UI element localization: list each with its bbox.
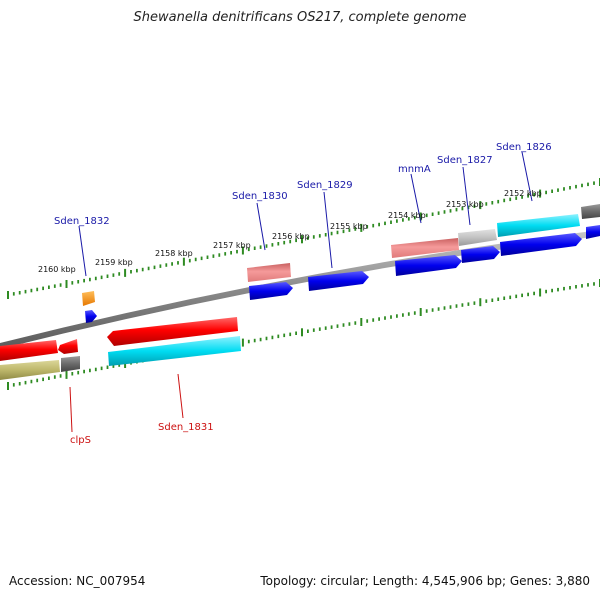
tick-label-2157: 2157 kbp [213, 241, 251, 250]
gene-label-sden-1830[interactable]: Sden_1830 [232, 191, 288, 202]
gene-sden-1830-arrow[interactable] [247, 263, 291, 282]
gene-sden-1829-arrow[interactable] [308, 271, 369, 291]
tick-label-2154: 2154 kbp [388, 211, 426, 220]
forward-label-leaders [78, 151, 533, 277]
tick-label-2159: 2159 kbp [95, 258, 133, 267]
gene-label-sden-1832[interactable]: Sden_1832 [54, 216, 110, 227]
gene-label-clps[interactable]: clpS [70, 435, 91, 446]
inner-tick-row [7, 279, 600, 390]
kbp-labels: 2160 kbp 2159 kbp 2158 kbp 2157 kbp 2156… [38, 189, 542, 274]
gene-sden-1831-red-arrow[interactable] [107, 317, 238, 346]
gene-gray-arrow-mnma[interactable] [458, 229, 497, 246]
tick-label-2152: 2152 kbp [504, 189, 542, 198]
tick-label-2155: 2155 kbp [330, 222, 368, 231]
gene-red-arrow-clps[interactable] [58, 339, 78, 354]
accession-text: Accession: NC_007954 [9, 574, 146, 588]
gene-label-sden-1829[interactable]: Sden_1829 [297, 180, 353, 191]
gene-mnma-arrow[interactable] [391, 238, 459, 258]
tick-label-2160: 2160 kbp [38, 265, 76, 274]
gene-sden-1832-arrow[interactable] [82, 291, 95, 306]
forward-gene-labels: Sden_1832 Sden_1830 Sden_1829 mnmA Sden_… [54, 142, 552, 227]
gene-gray-arrow-edge[interactable] [581, 204, 600, 219]
outer-tick-row [7, 178, 600, 299]
gene-clps-gray-arrow[interactable] [61, 356, 80, 372]
gene-red-arrow-left[interactable] [0, 340, 58, 361]
gene-label-mnma[interactable]: mnmA [398, 164, 431, 175]
map-title: Shewanella denitrificans OS217, complete… [133, 10, 467, 25]
reverse-label-leaders [69, 373, 184, 433]
gene-blue-small-arrow[interactable] [85, 310, 97, 323]
reverse-gene-labels: clpS Sden_1831 [70, 422, 214, 446]
tick-label-2158: 2158 kbp [155, 249, 193, 258]
gene-label-sden-1831[interactable]: Sden_1831 [158, 422, 214, 433]
gene-sden-1827-arrow[interactable] [461, 246, 500, 263]
gene-sden-1826-arrow[interactable] [497, 214, 580, 237]
gene-sden-1831-cyan-arrow[interactable] [108, 336, 241, 366]
gene-label-sden-1826[interactable]: Sden_1826 [496, 142, 552, 153]
tick-label-2156: 2156 kbp [272, 232, 310, 241]
gene-blue-arrow-1830[interactable] [249, 282, 293, 300]
genome-summary-text: Topology: circular; Length: 4,545,906 bp… [260, 574, 590, 588]
gene-label-sden-1827[interactable]: Sden_1827 [437, 155, 493, 166]
gene-blue-arrow-mnma[interactable] [395, 255, 462, 276]
tick-label-2153: 2153 kbp [446, 200, 484, 209]
gene-blue-arrow-1826[interactable] [500, 233, 582, 256]
gene-olive-arrow-left[interactable] [0, 360, 60, 380]
gene-blue-arrow-edge[interactable] [586, 225, 600, 239]
